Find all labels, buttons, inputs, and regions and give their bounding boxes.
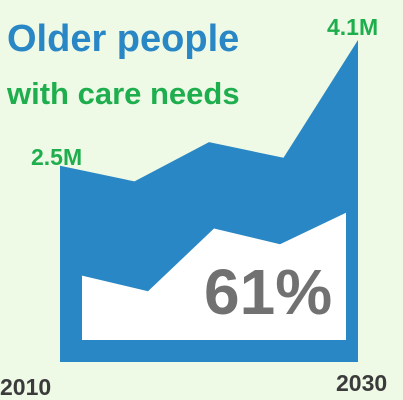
series-inner-area: [82, 212, 346, 340]
chart-subtitle: with care needs: [7, 76, 240, 111]
x-tick-2030: 2030: [336, 370, 388, 396]
start-value-label: 2.5M: [31, 144, 83, 170]
x-tick-2010: 2010: [0, 374, 52, 400]
end-value-label: 4.1M: [327, 14, 379, 40]
percent-increase-label: 61%: [204, 256, 333, 328]
chart-title: Older people: [7, 18, 240, 60]
